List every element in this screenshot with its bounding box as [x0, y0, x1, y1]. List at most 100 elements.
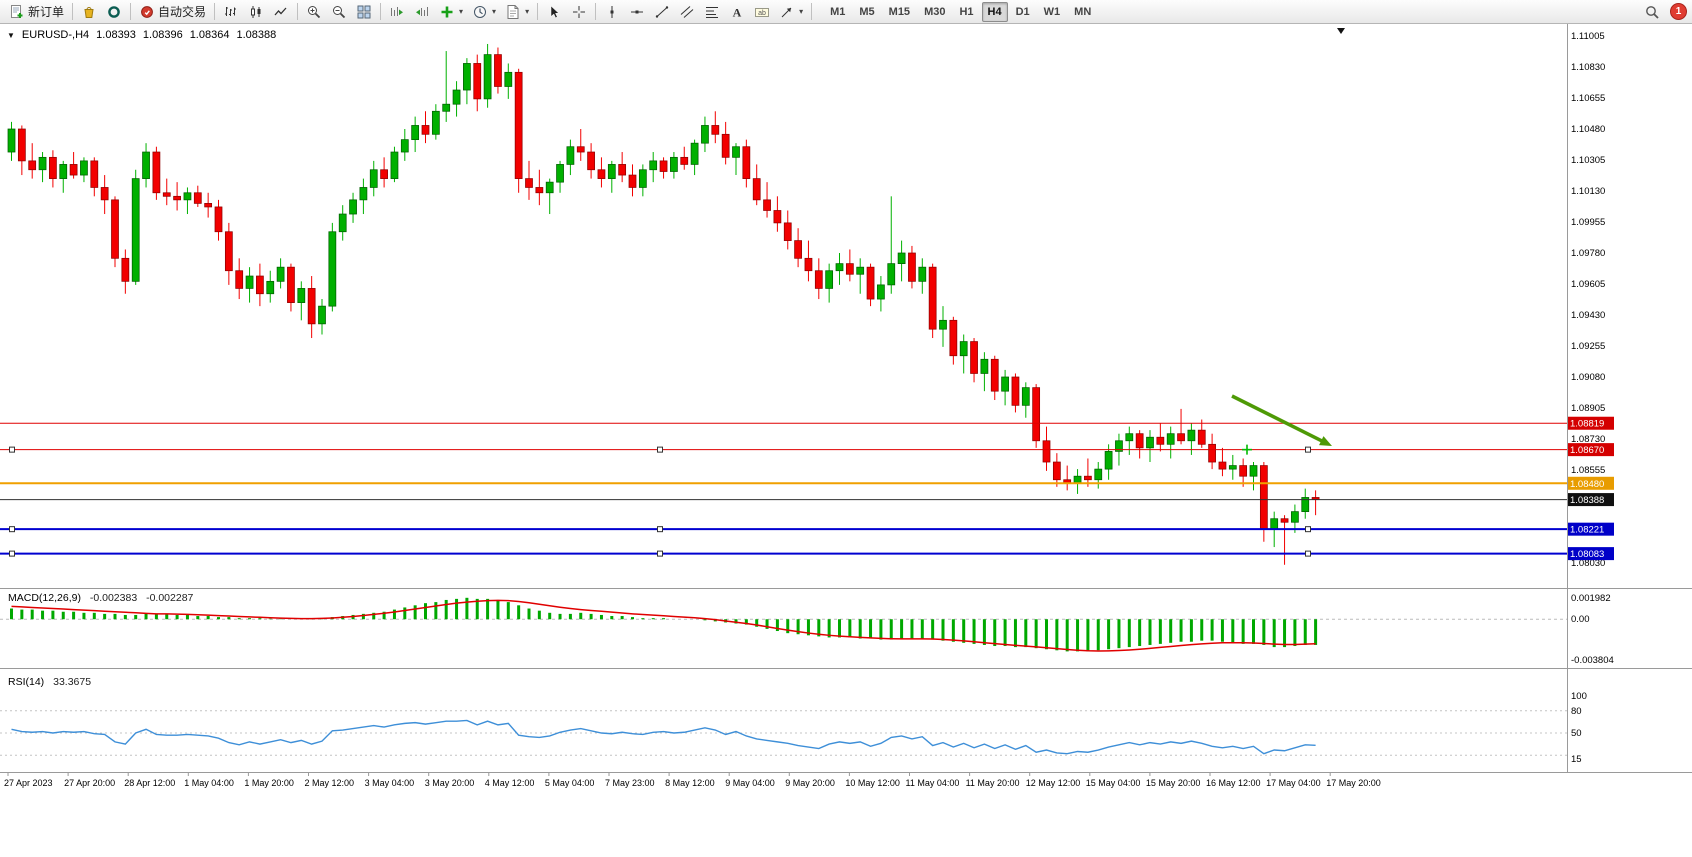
chart-shift-icon: [414, 4, 430, 20]
vertical-line-button[interactable]: [600, 1, 624, 23]
date-axis-label: 2 May 12:00: [305, 778, 355, 788]
ohlc-low: 1.08364: [189, 29, 230, 41]
candlestick-button[interactable]: [244, 1, 268, 23]
date-axis-label: 1 May 04:00: [184, 778, 234, 788]
periods-button[interactable]: ▾: [468, 1, 500, 23]
hline-icon: [629, 4, 645, 20]
clock-icon: [472, 4, 488, 20]
toolbar-separator: [297, 3, 299, 20]
rsi-axis-label: 50: [1571, 728, 1582, 739]
community-icon: [106, 4, 122, 20]
templates-button[interactable]: ▾: [501, 1, 533, 23]
tile-windows-icon: [356, 4, 372, 20]
svg-text:A: A: [733, 5, 742, 19]
date-axis-label: 17 May 04:00: [1266, 778, 1321, 788]
hline-handle[interactable]: [9, 526, 15, 533]
shapes-button[interactable]: ▾: [775, 1, 807, 23]
price-axis-label: 1.09430: [1571, 310, 1605, 321]
price-axis-label: 1.09780: [1571, 248, 1605, 259]
date-axis-label: 7 May 23:00: [605, 778, 655, 788]
autotrade-button[interactable]: 自动交易: [135, 1, 210, 23]
hline-1.08388[interactable]: 1.08388: [0, 493, 1614, 507]
auto-scroll-icon: [389, 4, 405, 20]
chart-shift-button[interactable]: [410, 1, 434, 23]
text-icon: A: [729, 4, 745, 20]
new-order-button[interactable]: 新订单: [5, 1, 68, 23]
timeframe-m1-button[interactable]: M1: [830, 5, 846, 18]
timeframe-d1-button[interactable]: D1: [1015, 5, 1030, 18]
toolbar-separator: [130, 3, 132, 20]
macd-axis-label: 0.00: [1571, 614, 1590, 625]
hline-handle[interactable]: [1305, 446, 1311, 453]
label-button[interactable]: ab: [750, 1, 774, 23]
timeframe-h4-button[interactable]: H4: [981, 1, 1008, 22]
notification-badge[interactable]: 1: [1670, 3, 1687, 20]
date-axis-label: 8 May 12:00: [665, 778, 715, 788]
tile-windows-button[interactable]: [352, 1, 376, 23]
date-axis-label: 11 May 20:00: [966, 778, 1020, 788]
price-axis-label: 1.10480: [1571, 124, 1605, 135]
zoom-in-button[interactable]: [302, 1, 326, 23]
timeframe-m30-button[interactable]: M30: [924, 5, 946, 18]
line-chart-icon: [273, 4, 289, 20]
cursor-icon: [546, 4, 562, 20]
trend-arrow[interactable]: [1231, 394, 1332, 446]
horizontal-line-button[interactable]: [625, 1, 649, 23]
timeframe-m5-button[interactable]: M5: [859, 5, 875, 18]
fibonacci-button[interactable]: [700, 1, 724, 23]
trendline-button[interactable]: [650, 1, 674, 23]
market-button[interactable]: [77, 1, 101, 23]
hline-handle[interactable]: [1305, 526, 1311, 533]
timeframe-w1-button[interactable]: W1: [1043, 5, 1061, 18]
search-icon: [1644, 4, 1660, 20]
price-tag-label: 1.08083: [1570, 549, 1604, 560]
hline-1.08221[interactable]: 1.08221: [0, 522, 1614, 536]
bar-chart-button[interactable]: [219, 1, 243, 23]
hline-handle[interactable]: [657, 550, 663, 557]
macd-axis-label: -0.003804: [1571, 655, 1614, 666]
hline-handle[interactable]: [657, 446, 663, 453]
community-button[interactable]: [102, 1, 126, 23]
hline-1.08480[interactable]: 1.08480: [0, 476, 1614, 490]
price-axis-label: 1.08555: [1571, 465, 1605, 476]
fibonacci-icon: [704, 4, 720, 20]
auto-scroll-button[interactable]: [385, 1, 409, 23]
hline-handle[interactable]: [9, 550, 15, 557]
zoom-out-button[interactable]: [327, 1, 351, 23]
hline-1.08670[interactable]: 1.08670: [0, 443, 1614, 457]
hline-handle[interactable]: [1305, 550, 1311, 557]
search-button[interactable]: [1640, 1, 1664, 23]
price-axis-label: 1.08905: [1571, 403, 1605, 414]
hline-1.08083[interactable]: 1.08083: [0, 547, 1614, 561]
toolbar-separator: [595, 3, 597, 20]
timeframe-h1-button[interactable]: H1: [959, 5, 974, 18]
date-axis-label: 9 May 04:00: [725, 778, 775, 788]
hline-handle[interactable]: [657, 526, 663, 533]
date-axis-label: 11 May 04:00: [906, 778, 960, 788]
text-button[interactable]: A: [725, 1, 749, 23]
add-indicator-icon: [439, 4, 455, 20]
price-axis-label: 1.09605: [1571, 279, 1605, 290]
rsi-axis-label: 15: [1571, 754, 1582, 765]
crosshair-button[interactable]: [567, 1, 591, 23]
date-axis-label: 15 May 20:00: [1146, 778, 1201, 788]
date-axis-label: 1 May 20:00: [244, 778, 294, 788]
price-axis-label: 1.10655: [1571, 93, 1605, 104]
indicators-button[interactable]: ▾: [435, 1, 467, 23]
template-icon: [505, 4, 521, 20]
rsi-axis-label: 100: [1571, 691, 1587, 702]
cursor-button[interactable]: [542, 1, 566, 23]
price-tag: [1568, 476, 1614, 490]
hline-1.08819[interactable]: 1.08819: [0, 416, 1614, 430]
timeframe-m15-button[interactable]: M15: [888, 5, 911, 18]
hline-handle[interactable]: [9, 446, 15, 453]
market-icon: [81, 4, 97, 20]
symbol-collapse-icon[interactable]: ▼: [7, 30, 15, 40]
toolbar-separator: [214, 3, 216, 20]
channel-button[interactable]: [675, 1, 699, 23]
timeframe-mn-button[interactable]: MN: [1074, 5, 1092, 18]
toolbar-separator: [537, 3, 539, 20]
line-chart-button[interactable]: [269, 1, 293, 23]
